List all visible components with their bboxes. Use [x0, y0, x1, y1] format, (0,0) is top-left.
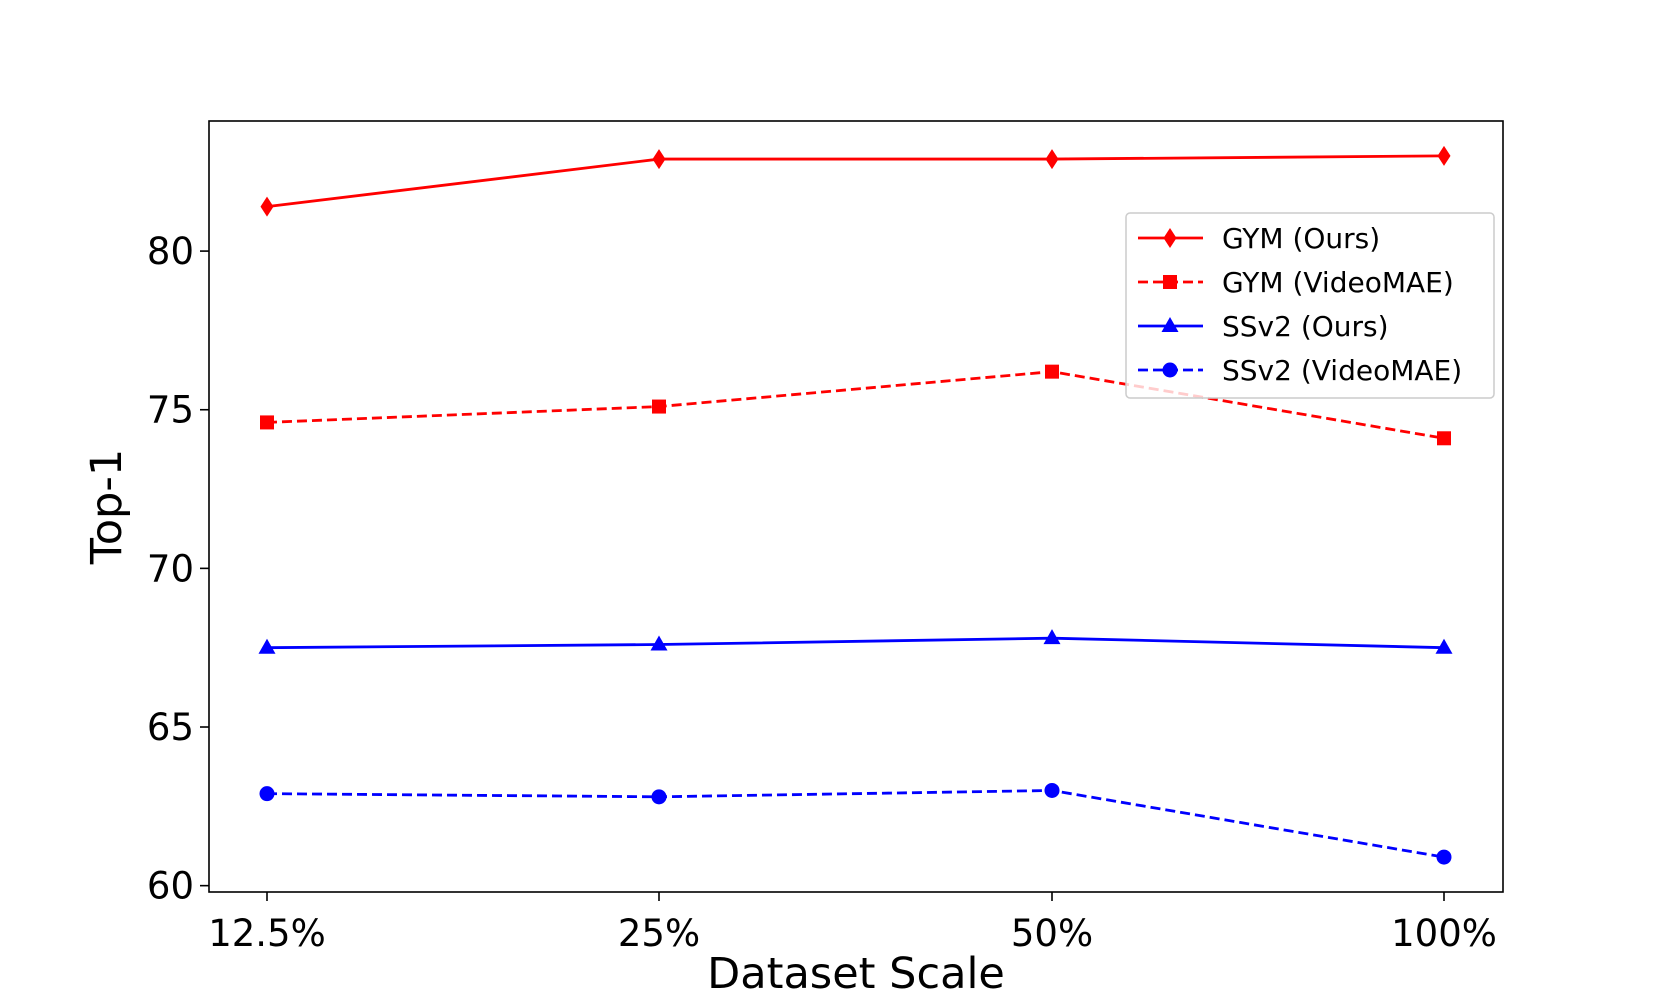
y-tick-label-60: 60	[147, 865, 194, 908]
data-point-ssv2-videomae-100	[1436, 849, 1452, 865]
data-point-gym-ours-50	[1045, 149, 1059, 170]
data-point-ssv2-ours-25	[650, 635, 668, 651]
x-tick-label-25: 25%	[618, 912, 700, 955]
legend-label-ssv2-videomae: SSv2 (VideoMAE)	[1222, 354, 1462, 387]
plot-area	[258, 145, 1453, 865]
legend-marker-ssv2-videomae	[1162, 362, 1178, 378]
data-point-ssv2-ours-12-5	[258, 638, 276, 654]
data-point-gym-videomae-50	[1045, 364, 1059, 379]
legend-marker-ssv2-ours	[1161, 317, 1179, 332]
legend-marker-gym-ours	[1163, 228, 1177, 248]
data-point-ssv2-ours-100	[1435, 638, 1453, 654]
y-tick-label-80: 80	[147, 230, 194, 273]
data-point-ssv2-videomae-25	[651, 789, 667, 805]
y-tick-label-65: 65	[147, 706, 194, 749]
series-line-ssv2-ours	[266, 636, 1445, 650]
x-tick-label-50: 50%	[1011, 912, 1093, 955]
data-point-ssv2-videomae-12-5	[259, 786, 275, 802]
series-line-gym-videomae	[266, 370, 1445, 440]
data-point-gym-videomae-25	[652, 399, 666, 414]
legend-label-gym-videomae: GYM (VideoMAE)	[1222, 266, 1454, 299]
x-tick-label-12-5: 12.5%	[208, 912, 326, 955]
legend-label-ssv2-ours: SSv2 (Ours)	[1222, 310, 1389, 343]
series-line-ssv2-videomae	[266, 789, 1445, 859]
legend: GYM (Ours) GYM (VideoMAE) SSv2 (Ours) SSv2 …	[1125, 212, 1495, 399]
y-axis-label: Top-1	[82, 449, 132, 565]
data-point-gym-videomae-100	[1437, 431, 1451, 446]
legend-marker-gym-videomae	[1163, 275, 1177, 289]
series-line-gym-ours	[266, 154, 1445, 209]
data-point-gym-ours-100	[1437, 145, 1451, 166]
plot-frame	[208, 120, 1504, 893]
data-point-ssv2-videomae-50	[1044, 782, 1060, 798]
x-axis-label: Dataset Scale	[707, 949, 1005, 997]
y-tick-label-75: 75	[147, 389, 194, 432]
data-point-gym-ours-12-5	[260, 196, 274, 217]
data-point-ssv2-ours-50	[1043, 629, 1061, 645]
data-point-gym-videomae-12-5	[260, 415, 274, 430]
axes: 60 65 70 75 80 12.5% 25% 50% 100%	[147, 120, 1504, 955]
x-tick-label-100: 100%	[1391, 912, 1497, 955]
y-tick-label-70: 70	[147, 547, 194, 590]
legend-box	[1125, 212, 1495, 399]
legend-label-gym-ours: GYM (Ours)	[1222, 222, 1380, 255]
data-point-gym-ours-25	[652, 149, 666, 170]
